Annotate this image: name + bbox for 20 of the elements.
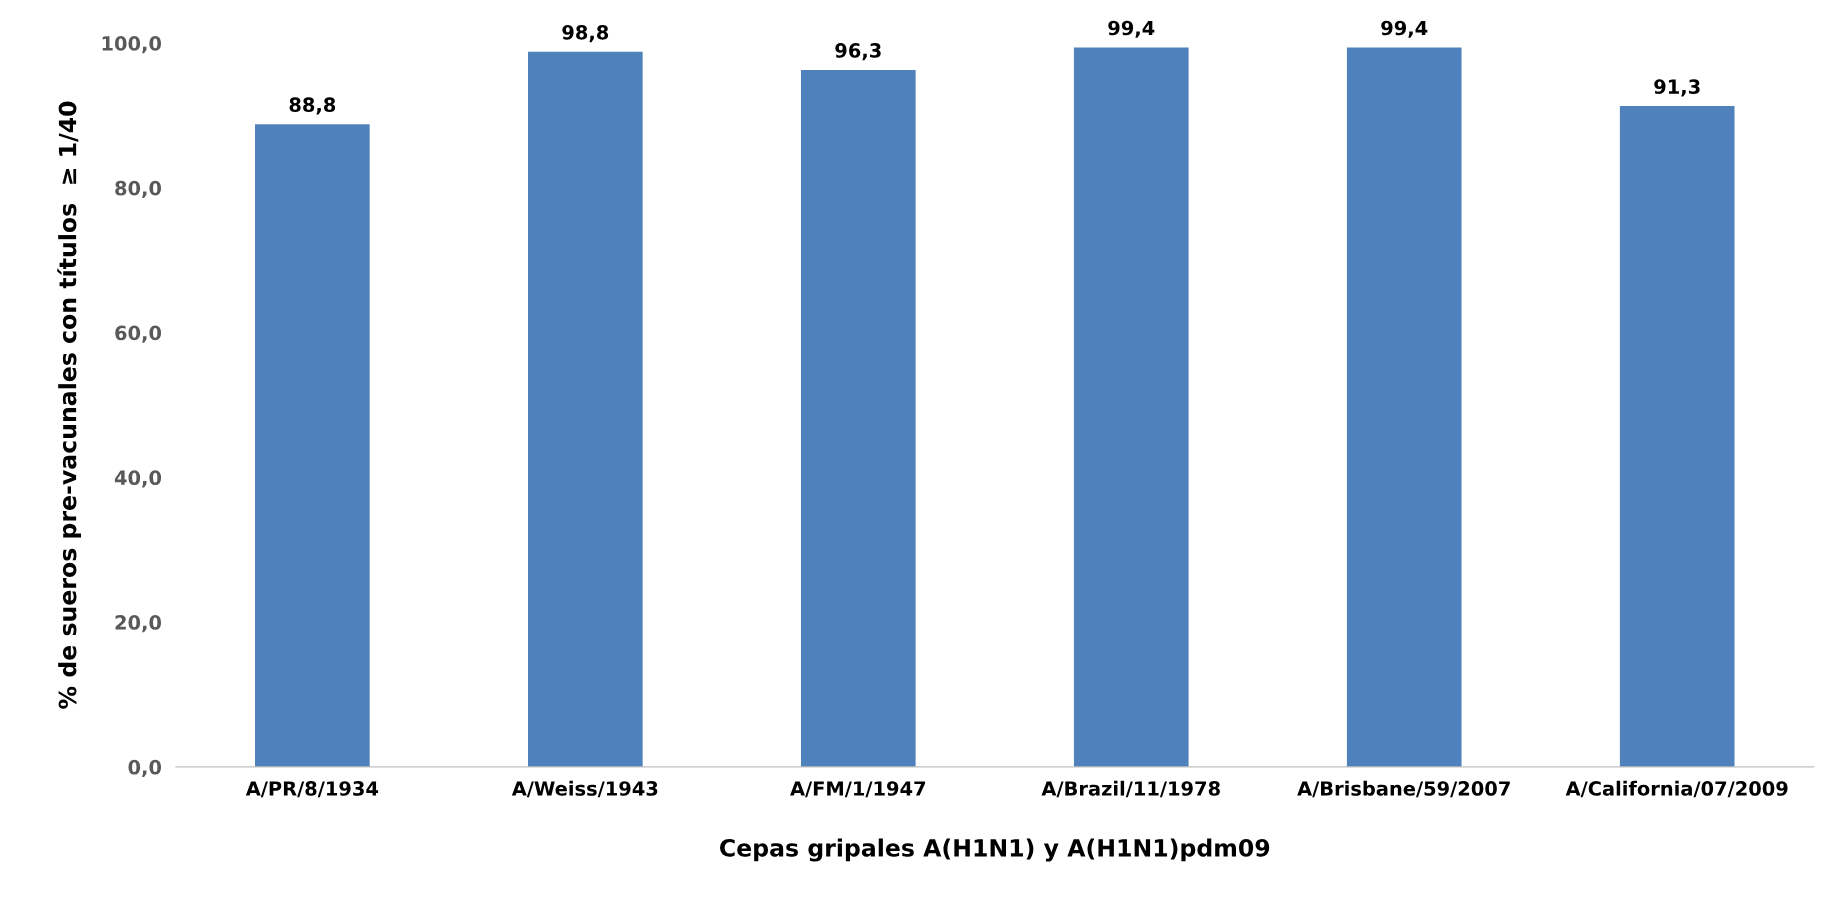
x-tick-label: A/Weiss/1943 (511, 780, 658, 798)
x-tick-label: A/FM/1/1947 (790, 781, 926, 798)
y-axis-title: % de sueros pre-vacunales con títulos ≥ 1/40 (57, 101, 82, 709)
y-tick-label: 40,0 (114, 470, 162, 488)
data-label: 91,3 (1654, 79, 1700, 97)
data-label: 98,8 (562, 24, 609, 43)
x-tick-label: A/California/07/2009 (1565, 780, 1788, 798)
x-tick-label: A/Brazil/11/1978 (1041, 780, 1220, 798)
data-label: 88,8 (289, 97, 336, 115)
data-label: 96,3 (835, 43, 881, 61)
y-tick-label: 60,0 (115, 325, 162, 343)
y-tick-label: 80,0 (115, 180, 162, 199)
x-tick-label: A/PR/8/1934 (245, 781, 379, 798)
data-label: 99,4 (1381, 20, 1428, 38)
x-tick-label: A/Brisbane/59/2007 (1297, 780, 1510, 798)
x-axis-title: Cepas gripales A(H1N1) y A(H1N1)pdm09 (720, 838, 1270, 862)
y-tick-label: 0,0 (128, 759, 162, 778)
data-label: 99,4 (1108, 20, 1155, 38)
y-tick-label: 100,0 (102, 36, 162, 54)
y-tick-label: 20,0 (115, 615, 162, 633)
